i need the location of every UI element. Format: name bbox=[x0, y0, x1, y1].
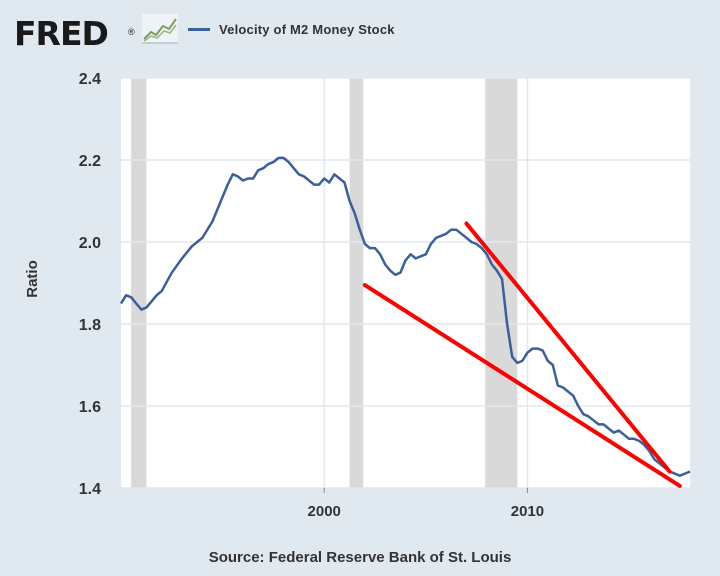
x-tick-label: 2010 bbox=[511, 503, 544, 520]
legend-swatch bbox=[188, 27, 210, 31]
y-axis-label: Ratio bbox=[24, 260, 41, 298]
recession-band bbox=[349, 78, 364, 488]
annotation-trendline bbox=[362, 283, 682, 488]
annotation-trendline bbox=[464, 221, 672, 474]
line-chart-icon bbox=[142, 14, 178, 44]
source-note: Source: Federal Reserve Bank of St. Loui… bbox=[208, 549, 512, 566]
legend-label: Velocity of M2 Money Stock bbox=[219, 21, 395, 37]
header: FRED ® Velocity of M2 Money Stock bbox=[0, 0, 720, 62]
fred-logo[interactable]: FRED bbox=[14, 14, 109, 53]
y-tick-label: 2.2 bbox=[79, 153, 101, 170]
y-tick-label: 2.0 bbox=[79, 235, 101, 252]
registered-mark: ® bbox=[128, 27, 135, 37]
series-line-velocity-m2 bbox=[119, 156, 691, 477]
y-tick-label: 1.8 bbox=[79, 317, 101, 334]
y-tick-label: 1.4 bbox=[79, 481, 101, 498]
recession-band bbox=[131, 78, 147, 488]
y-tick-label: 1.6 bbox=[79, 399, 101, 416]
chart-legend: Velocity of M2 Money Stock bbox=[188, 18, 395, 40]
y-tick-label: 2.4 bbox=[79, 71, 101, 88]
x-tick-label: 2000 bbox=[308, 503, 341, 520]
plot-area bbox=[121, 78, 690, 488]
